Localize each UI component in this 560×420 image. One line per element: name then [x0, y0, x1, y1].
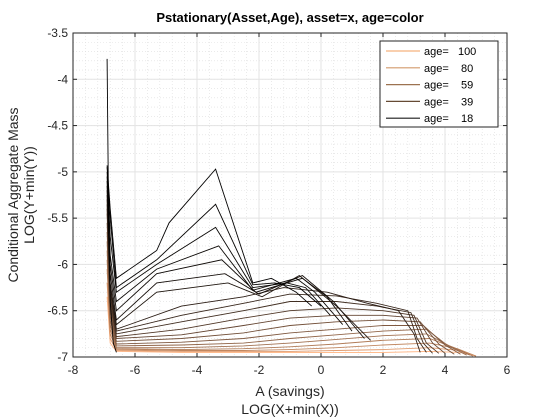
y-tick-label: -5.5	[47, 211, 68, 225]
plot-frame	[72, 32, 508, 358]
x-tick-label: 6	[504, 363, 511, 377]
x-tick-label: -2	[254, 363, 265, 377]
legend-label: age= 59	[424, 80, 473, 92]
series-layer	[106, 58, 477, 357]
y-tick-label: -4.5	[47, 119, 68, 133]
x-tick-label: -6	[130, 363, 141, 377]
y-axis-label-2: LOG(Y+min(Y))	[21, 146, 37, 244]
series-line-age-18	[106, 58, 117, 353]
series-line-age-55	[106, 222, 455, 355]
x-tick-label: -8	[68, 363, 79, 377]
y-tick-label: -7	[57, 350, 68, 364]
legend: age= 100 age= 80 age= 59 age= 39 age= 18	[379, 40, 499, 128]
series-line-age-28	[106, 190, 371, 341]
series-line-age-100	[106, 296, 477, 357]
series-line-age-65	[106, 241, 467, 356]
y-tick-label: -6.5	[47, 304, 68, 318]
x-axis-label-2: LOG(X+min(X))	[241, 401, 339, 417]
y-tick-label: -5	[57, 165, 68, 179]
series-line-age-32	[106, 194, 421, 353]
series-line-age-19	[106, 165, 313, 307]
series-line-age-50	[106, 213, 446, 354]
ticks-layer: -8 -6 -4 -2 0 2 4 6 -7 -6.5 -6 -5.5 -5 -4.5 -4 -3.5	[47, 26, 510, 377]
chart-title: Pstationary(Asset,Age), asset=x, age=col…	[156, 10, 423, 25]
y-tick-label: -4	[57, 72, 68, 86]
x-axis-label: A (savings)	[255, 383, 324, 399]
series-line-age-22	[106, 176, 344, 325]
series-line-age-23	[106, 181, 353, 332]
legend-label: age= 39	[424, 96, 473, 108]
series-line-age-25	[106, 185, 365, 339]
y-tick-label: -6	[57, 257, 68, 271]
series-line-age-75	[106, 259, 474, 357]
legend-label: age= 18	[424, 113, 473, 125]
x-tick-label: 0	[318, 363, 325, 377]
series-line-age-21	[106, 171, 331, 316]
series-line-age-20	[106, 167, 322, 307]
x-tick-label: -4	[192, 363, 203, 377]
series-line-age-39	[106, 204, 433, 354]
series-line-age-44	[106, 208, 440, 354]
y-axis-label: Conditional Aggregate Mass	[5, 107, 21, 282]
x-tick-label: 2	[380, 363, 387, 377]
y-tick-label: -3.5	[47, 26, 68, 40]
legend-label: age= 100	[424, 46, 476, 58]
x-tick-label: 4	[442, 363, 449, 377]
legend-label: age= 80	[424, 63, 473, 75]
series-line-age-80	[106, 269, 477, 357]
series-line-age-70	[106, 250, 470, 356]
series-line-age-59	[106, 231, 461, 355]
